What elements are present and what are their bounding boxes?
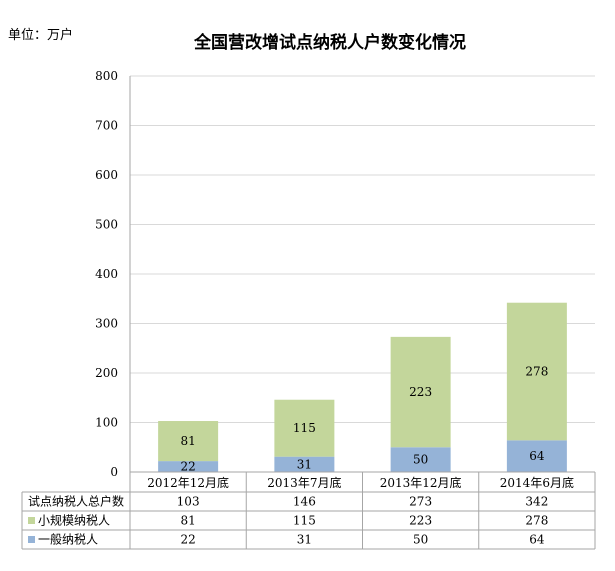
x-tick-label: 2014年6月底 — [500, 475, 574, 490]
data-label: 64 — [529, 449, 545, 463]
data-label: 22 — [180, 460, 195, 474]
data-label: 278 — [525, 365, 548, 379]
x-tick-label: 2012年12月底 — [147, 475, 229, 490]
y-tick-label: 800 — [95, 69, 118, 83]
table-cell: 278 — [525, 514, 548, 528]
data-label: 50 — [413, 453, 428, 467]
table-cell: 31 — [297, 533, 312, 547]
data-label: 115 — [293, 421, 316, 435]
bar-segment — [158, 461, 219, 472]
table-cell: 81 — [180, 514, 195, 528]
table-cell: 103 — [177, 495, 200, 509]
table-cell: 146 — [293, 495, 316, 509]
y-tick-label: 400 — [95, 267, 118, 281]
bar-segment — [390, 447, 451, 472]
table-row-label: 试点纳税人总户数 — [28, 494, 124, 509]
data-label: 223 — [409, 385, 432, 399]
table-cell: 115 — [293, 514, 316, 528]
bar-segment — [506, 302, 567, 441]
x-tick-label: 2013年7月底 — [267, 475, 341, 490]
table-row-label: 小规模纳税人 — [38, 513, 110, 528]
table-cell: 64 — [529, 533, 545, 547]
y-tick-label: 500 — [95, 218, 118, 232]
bar-segment — [158, 421, 219, 462]
table-cell: 273 — [409, 495, 432, 509]
y-tick-label: 100 — [95, 416, 118, 430]
y-tick-label: 600 — [95, 168, 118, 182]
chart-title: 全国营改增试点纳税人户数变化情况 — [194, 33, 466, 53]
x-tick-label: 2013年12月底 — [380, 475, 462, 490]
data-label: 81 — [180, 434, 195, 448]
y-tick-label: 200 — [95, 366, 118, 380]
table-cell: 342 — [525, 495, 548, 509]
bar-segment — [390, 336, 451, 448]
y-tick-label: 300 — [95, 317, 118, 331]
bar-segment — [506, 440, 567, 472]
table-cell: 50 — [413, 533, 428, 547]
legend-swatch — [28, 517, 35, 524]
bar-segment — [274, 399, 335, 457]
table-cell: 22 — [180, 533, 195, 547]
table-row-label: 一般纳税人 — [38, 532, 98, 547]
bar-segment — [274, 456, 335, 472]
legend-swatch — [28, 536, 35, 543]
y-tick-label: 700 — [95, 119, 118, 133]
y-tick-label: 0 — [110, 465, 118, 479]
data-label: 31 — [297, 457, 312, 471]
unit-label: 单位：万户 — [8, 28, 74, 43]
table-cell: 223 — [409, 514, 432, 528]
